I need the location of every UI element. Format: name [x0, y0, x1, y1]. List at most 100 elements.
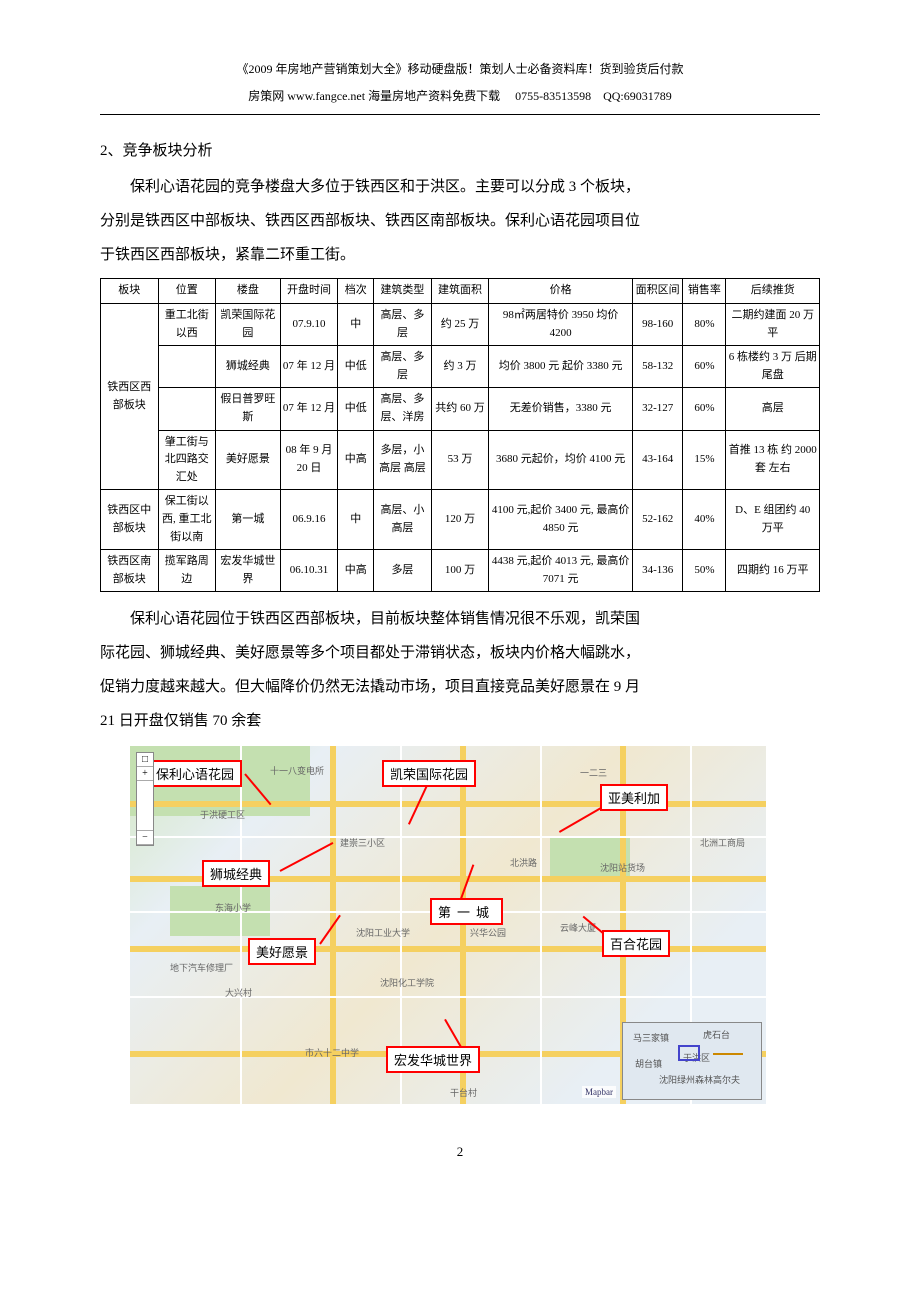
cell-area: 约 3 万 [431, 346, 489, 388]
table-row: 狮城经典07 年 12 月中低高层、多层约 3 万均价 3800 元 起价 33… [101, 346, 820, 388]
map-road-thin-h1 [130, 836, 766, 838]
table-row: 假日普罗旺斯07 年 12 月中低高层、多层、洋房共约 60 万无差价销售，33… [101, 388, 820, 430]
cell-grade: 中高 [338, 430, 374, 490]
cell-follow: 高层 [726, 388, 820, 430]
header-phone: 0755-83513598 [515, 89, 591, 103]
th-range: 面积区间 [633, 279, 683, 304]
cell-price: 无差价销售，3380 元 [489, 388, 633, 430]
map-poi-1: 十一八变电所 [270, 764, 324, 777]
th-area: 建筑面积 [431, 279, 489, 304]
map-poi-6: 沈阳站货场 [600, 861, 645, 874]
cell-range: 98-160 [633, 303, 683, 345]
map-road-thin-v1 [240, 746, 242, 1104]
cell-date: 07 年 12 月 [280, 346, 338, 388]
cell-grade: 中低 [338, 346, 374, 388]
cell-proj: 第一城 [216, 490, 281, 550]
map-label-meihao: 美好愿景 [248, 938, 316, 965]
table-header-row: 板块 位置 楼盘 开盘时间 档次 建筑类型 建筑面积 价格 面积区间 销售率 后… [101, 279, 820, 304]
cell-loc [158, 346, 216, 388]
cell-proj: 狮城经典 [216, 346, 281, 388]
cell-loc [158, 388, 216, 430]
cell-follow: 首推 13 栋 约 2000 套 左右 [726, 430, 820, 490]
th-price: 价格 [489, 279, 633, 304]
map-poi-2: 一二三 [580, 766, 607, 779]
map-label-kairong: 凯荣国际花园 [382, 760, 476, 787]
map-attribution: Mapbar [582, 1086, 616, 1098]
cell-price: 4438 元,起价 4013 元, 最高价 7071 元 [489, 550, 633, 592]
summary-para-3: 促销力度越来越大。但大幅降价仍然无法撬动市场，项目直接竞品美好愿景在 9 月 [100, 672, 820, 702]
map-poi-13: 沈阳化工学院 [380, 976, 434, 989]
cell-loc: 揽军路周边 [158, 550, 216, 592]
cell-price: 98㎡两居特价 3950 均价 4200 [489, 303, 633, 345]
map-zoom-slider[interactable] [137, 781, 153, 831]
cell-type: 多层 [374, 550, 432, 592]
cell-loc: 保工街以西, 重工北街以南 [158, 490, 216, 550]
map-label-diyicheng: 第一城 [430, 898, 503, 925]
map-label-yameilijia: 亚美利加 [600, 784, 668, 811]
cell-rate: 40% [683, 490, 726, 550]
map-label-baoli: 保利心语花园 [148, 760, 242, 787]
inset-poi-3: 胡台镇 [635, 1057, 662, 1070]
cell-price: 3680 元起价，均价 4100 元 [489, 430, 633, 490]
map-road-thin-v3 [540, 746, 542, 1104]
cell-range: 52-162 [633, 490, 683, 550]
th-proj: 楼盘 [216, 279, 281, 304]
map-poi-5: 北洪路 [510, 856, 537, 869]
cell-plate: 铁西区南部板块 [101, 550, 159, 592]
table-row: 铁西区中部板块保工街以西, 重工北街以南第一城06.9.16中高层、小高层120… [101, 490, 820, 550]
cell-type: 高层、多层、洋房 [374, 388, 432, 430]
map-road-h1 [130, 801, 766, 807]
cell-rate: 50% [683, 550, 726, 592]
cell-type: 高层、小高层 [374, 490, 432, 550]
page-number: 2 [100, 1144, 820, 1160]
summary-para-1: 保利心语花园位于铁西区西部板块，目前板块整体销售情况很不乐观，凯荣国 [100, 604, 820, 634]
map-image: 十一八变电所 一二三 于洪硬工区 建崇三小区 北洪路 沈阳站货场 东海小学 沈阳… [130, 746, 766, 1104]
cell-loc: 重工北街以西 [158, 303, 216, 345]
map-poi-8: 沈阳工业大学 [356, 926, 410, 939]
map-poi-4: 建崇三小区 [340, 836, 385, 849]
th-follow: 后续推货 [726, 279, 820, 304]
th-type: 建筑类型 [374, 279, 432, 304]
map-zoom-in-icon[interactable]: □ [137, 753, 153, 767]
cell-range: 32-127 [633, 388, 683, 430]
cell-date: 06.10.31 [280, 550, 338, 592]
cell-price: 4100 元,起价 3400 元, 最高价 4850 元 [489, 490, 633, 550]
cell-grade: 中高 [338, 550, 374, 592]
intro-para-3: 于铁西区西部板块，紧靠二环重工街。 [100, 240, 820, 270]
map-poi-12: 大兴村 [225, 986, 252, 999]
summary-para-4: 21 日开盘仅销售 70 余套 [100, 706, 820, 736]
cell-follow: D、E 组团约 40 万平 [726, 490, 820, 550]
map-zoom-control[interactable]: □ + − [136, 752, 154, 846]
map-label-shicheng: 狮城经典 [202, 860, 270, 887]
cell-date: 06.9.16 [280, 490, 338, 550]
map-poi-3: 于洪硬工区 [200, 808, 245, 821]
cell-area: 53 万 [431, 430, 489, 490]
map-zoom-out-icon[interactable]: + [137, 767, 153, 781]
th-loc: 位置 [158, 279, 216, 304]
cell-rate: 80% [683, 303, 726, 345]
cell-follow: 二期约建面 20 万平 [726, 303, 820, 345]
cell-follow: 四期约 16 万平 [726, 550, 820, 592]
cell-type: 高层、多层 [374, 303, 432, 345]
cell-plate: 铁西区中部板块 [101, 490, 159, 550]
intro-para-2: 分别是铁西区中部板块、铁西区西部板块、铁西区南部板块。保利心语花园项目位 [100, 206, 820, 236]
doc-header-line1: 《2009 年房地产营销策划大全》移动硬盘版！策划人士必备资料库！货到验货后付款 [100, 60, 820, 79]
cell-proj: 凯荣国际花园 [216, 303, 281, 345]
header-divider [100, 114, 820, 115]
cell-date: 07.9.10 [280, 303, 338, 345]
cell-proj: 美好愿景 [216, 430, 281, 490]
cell-rate: 15% [683, 430, 726, 490]
map-zoom-minus-icon[interactable]: − [137, 831, 153, 845]
cell-grade: 中 [338, 303, 374, 345]
inset-road [713, 1053, 743, 1055]
map-poi-7: 东海小学 [215, 901, 251, 914]
table-row: 铁西区西部板块重工北街以西凯荣国际花园07.9.10中高层、多层约 25 万98… [101, 303, 820, 345]
map-label-baihe: 百合花园 [602, 930, 670, 957]
cell-area: 共约 60 万 [431, 388, 489, 430]
map-poi-14: 市六十二中学 [305, 1046, 359, 1059]
cell-area: 约 25 万 [431, 303, 489, 345]
inset-poi-2: 虎石台 [703, 1028, 730, 1041]
cell-follow: 6 栋楼约 3 万 后期尾盘 [726, 346, 820, 388]
th-date: 开盘时间 [280, 279, 338, 304]
cell-proj: 假日普罗旺斯 [216, 388, 281, 430]
